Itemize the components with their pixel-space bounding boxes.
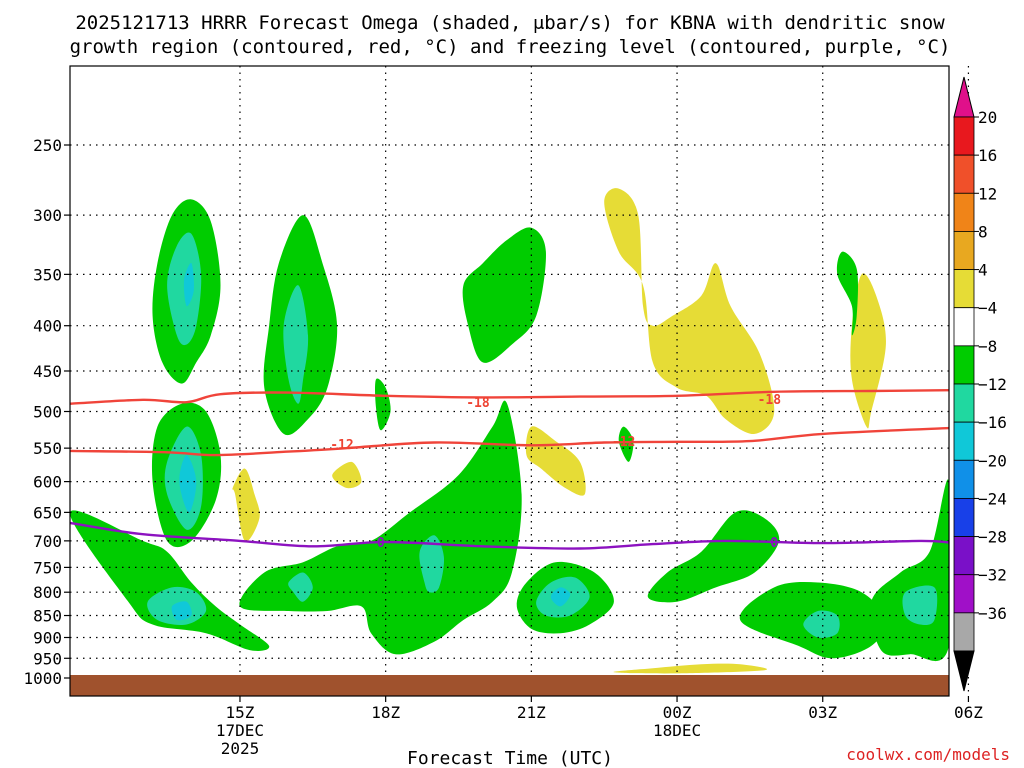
omega-region-yellow: [613, 663, 768, 674]
omega-region-teal: [419, 535, 445, 593]
colorbar-label: −28: [978, 528, 1007, 547]
x-tick-date: 18DEC: [653, 721, 701, 740]
contour-0: [69, 521, 950, 550]
contour-label: 0: [770, 536, 778, 551]
chart-title-line1: 2025121713 HRRR Forecast Omega (shaded, …: [75, 12, 945, 34]
colorbar-segment: [953, 116, 975, 156]
contour-label: -18: [466, 396, 490, 411]
omega-region-green: [647, 510, 780, 603]
y-tick-label: 300: [33, 206, 62, 225]
y-tick-label: 500: [33, 403, 62, 422]
x-tick-label: 03Z: [808, 703, 837, 722]
omega-region-cyan: [171, 601, 192, 621]
y-tick-label: 700: [33, 532, 62, 551]
colorbar-top-cap: [953, 76, 975, 118]
y-tick-label: 350: [33, 265, 62, 284]
colorbar-segment: [953, 574, 975, 614]
contour-label: -18: [758, 393, 782, 408]
omega-region-green: [70, 510, 270, 651]
colorbar-label: 8: [978, 222, 988, 241]
colorbar-label: 4: [978, 261, 988, 280]
contour-label: -12: [612, 435, 635, 450]
y-tick-label: 550: [33, 439, 62, 458]
colorbar-label: 12: [978, 184, 997, 203]
omega-region-cyan: [179, 455, 197, 513]
contour-minus12: [69, 426, 950, 457]
colorbar-segment: [953, 421, 975, 461]
y-tick-label: 400: [33, 317, 62, 336]
x-tick-label: 15Z: [226, 703, 255, 722]
y-tick-label: 950: [33, 649, 62, 668]
colorbar-label: −16: [978, 413, 1007, 432]
colorbar-segment: [953, 231, 975, 270]
x-tick-label: 00Z: [663, 703, 692, 722]
plot-area: -18 -18 -12 -12 0 0: [69, 65, 970, 697]
colorbar-segment: [953, 612, 975, 652]
colorbar-label: −8: [978, 337, 997, 356]
omega-region-cyan: [183, 263, 195, 307]
omega-region-yellow: [604, 188, 775, 435]
colorbar-label: −24: [978, 489, 1007, 508]
colorbar-bottom-cap: [953, 650, 975, 692]
colorbar-segment: [953, 154, 975, 194]
omega-region-green: [618, 426, 634, 462]
colorbar-segment: [953, 383, 975, 423]
x-tick-label: 06Z: [954, 703, 983, 722]
y-tick-label: 850: [33, 607, 62, 626]
contour-lines: -18 -18 -12 -12 0 0: [69, 389, 950, 551]
contour-label: -12: [330, 438, 353, 453]
y-tick-label: 250: [33, 136, 62, 155]
credit-text: coolwx.com/models: [846, 745, 1010, 764]
ground-surface: [70, 675, 949, 696]
y-tick-label: 650: [33, 503, 62, 522]
omega-region-teal: [288, 572, 313, 602]
colorbar-label: −36: [978, 604, 1007, 623]
colorbar-label: −32: [978, 566, 1007, 585]
colorbar-label: −4: [978, 299, 997, 318]
y-tick-label: 450: [33, 362, 62, 381]
colorbar-segment: [953, 345, 975, 385]
colorbar-segment: [953, 192, 975, 232]
omega-region-yellow: [332, 461, 362, 489]
colorbar-segment: [953, 536, 975, 576]
omega-region-yellow: [850, 273, 886, 429]
y-tick-label: 900: [33, 628, 62, 647]
x-tick-label: 18Z: [371, 703, 400, 722]
y-tick-label: 750: [33, 558, 62, 577]
y-tick-label: 800: [33, 583, 62, 602]
colorbar-segment: [953, 269, 975, 309]
omega-region-yellow: [232, 468, 260, 542]
colorbar-label: −20: [978, 451, 1007, 470]
x-tick-label: 21Z: [517, 703, 546, 722]
colorbar-label: 16: [978, 146, 997, 165]
chart-title-line2: growth region (contoured, red, °C) and f…: [70, 36, 951, 58]
colorbar-label: −12: [978, 375, 1007, 394]
y-tick-label: 600: [33, 473, 62, 492]
plot-frame: [69, 65, 950, 697]
omega-region-yellow: [525, 426, 586, 496]
omega-region-green: [462, 227, 546, 363]
colorbar-segment: [953, 307, 975, 347]
x-axis-label: Forecast Time (UTC): [407, 748, 613, 768]
contour-label: 0: [377, 536, 385, 551]
omega-region-green: [375, 378, 391, 431]
colorbar: 20 16 12 8 4 −4 −8 −12 −16 −20 −24 −28 −32 −36: [953, 76, 1007, 692]
omega-region-teal: [283, 285, 309, 404]
colorbar-label: 20: [978, 108, 997, 127]
x-tick-year: 2025: [221, 739, 260, 758]
colorbar-segment: [953, 498, 975, 537]
colorbar-segment: [953, 459, 975, 499]
omega-region-teal: [803, 610, 840, 638]
x-tick-date: 17DEC: [216, 721, 264, 740]
omega-region-green: [836, 251, 859, 336]
y-tick-label: 1000: [23, 669, 62, 688]
contour-minus18: [69, 389, 950, 405]
